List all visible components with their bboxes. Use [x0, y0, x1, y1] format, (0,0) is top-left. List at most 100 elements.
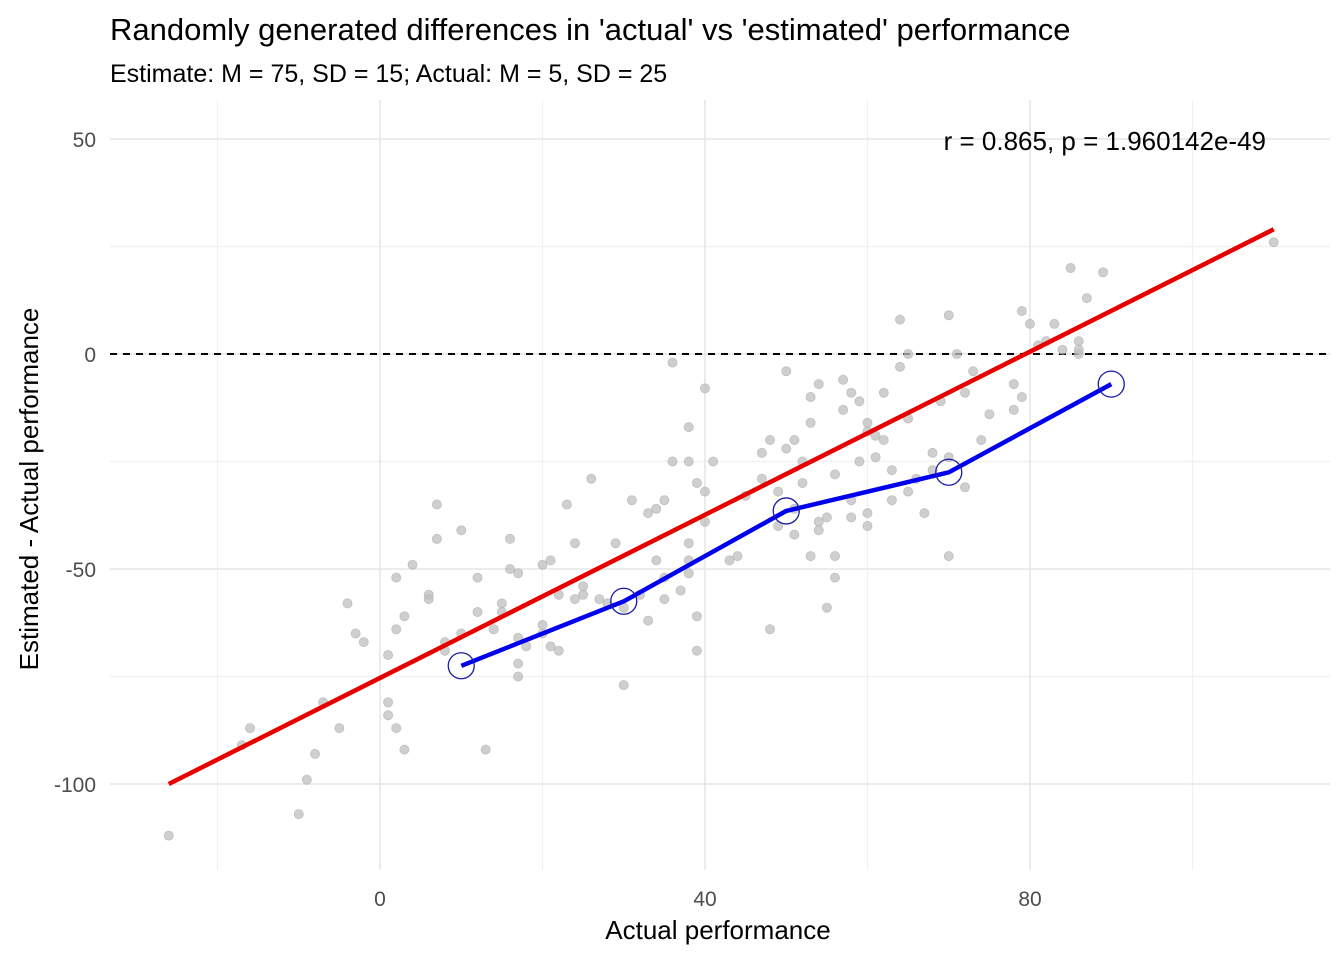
data-point: [431, 499, 442, 510]
data-point: [854, 396, 865, 407]
data-point: [1016, 391, 1027, 402]
data-point: [756, 473, 767, 484]
data-point: [553, 645, 564, 656]
x-tick-label: 40: [693, 888, 716, 911]
data-point: [765, 434, 776, 445]
data-point: [423, 594, 434, 605]
binned-mean-marker: [610, 587, 638, 615]
data-point: [570, 594, 581, 605]
data-point: [895, 361, 906, 372]
data-point: [805, 417, 816, 428]
data-point: [789, 434, 800, 445]
data-point: [496, 598, 507, 609]
data-point: [789, 529, 800, 540]
data-point: [293, 809, 304, 820]
data-point: [830, 572, 841, 583]
data-point: [886, 465, 897, 476]
regression-line-layer: [167, 227, 1275, 787]
tick-labels: 0 40 80 50 0 -50 -100: [54, 129, 1042, 911]
data-point: [724, 555, 735, 566]
data-point: [1049, 318, 1060, 329]
grid-layer: [110, 100, 1330, 870]
data-point: [960, 387, 971, 398]
regression-line: [167, 227, 1275, 787]
data-point: [813, 379, 824, 390]
data-point: [350, 628, 361, 639]
data-point: [334, 723, 345, 734]
data-point: [903, 348, 914, 359]
x-axis-title: Actual performance: [605, 915, 830, 945]
correlation-annotation: r = 0.865, p = 1.960142e-49: [944, 126, 1266, 156]
data-point: [545, 555, 556, 566]
y-tick-label: -50: [66, 559, 96, 582]
data-point: [700, 486, 711, 497]
data-point: [765, 624, 776, 635]
data-point: [391, 624, 402, 635]
data-point: [976, 434, 987, 445]
data-point: [683, 568, 694, 579]
data-point: [846, 512, 857, 523]
binned-mean-marker: [1097, 370, 1125, 398]
data-point: [594, 594, 605, 605]
data-point: [383, 710, 394, 721]
data-point: [862, 521, 873, 532]
data-point: [586, 473, 597, 484]
data-point: [984, 409, 995, 420]
data-point: [537, 559, 548, 570]
data-point: [163, 830, 174, 841]
data-point: [927, 447, 938, 458]
data-point: [968, 366, 979, 377]
data-point: [813, 525, 824, 536]
data-point: [659, 495, 670, 506]
data-point: [781, 443, 792, 454]
data-point: [472, 607, 483, 618]
chart-subtitle: Estimate: M = 75, SD = 15; Actual: M = 5…: [110, 60, 668, 88]
data-point: [244, 723, 255, 734]
data-point: [391, 723, 402, 734]
data-point: [870, 452, 881, 463]
data-point: [618, 680, 629, 691]
data-point: [862, 508, 873, 519]
data-point: [472, 572, 483, 583]
data-point: [578, 581, 589, 592]
data-point: [691, 611, 702, 622]
data-points: [163, 237, 1279, 841]
data-point: [480, 744, 491, 755]
data-point: [1008, 404, 1019, 415]
chart-title: Randomly generated differences in 'actua…: [110, 12, 1071, 47]
data-point: [342, 598, 353, 609]
data-point: [513, 658, 524, 669]
y-tick-label: -100: [54, 774, 96, 797]
data-point: [391, 572, 402, 583]
data-point: [651, 555, 662, 566]
data-point: [667, 456, 678, 467]
data-point: [1073, 336, 1084, 347]
data-point: [732, 551, 743, 562]
binned-mean-marker: [935, 458, 963, 486]
data-point: [756, 447, 767, 458]
data-point: [683, 538, 694, 549]
data-point: [903, 486, 914, 497]
data-point: [431, 533, 442, 544]
data-point: [878, 387, 889, 398]
data-point: [773, 486, 784, 497]
data-point: [830, 469, 841, 480]
data-point: [895, 314, 906, 325]
data-point: [626, 495, 637, 506]
y-tick-label: 50: [73, 129, 96, 152]
y-tick-label: 0: [84, 344, 96, 367]
data-point: [504, 533, 515, 544]
binned-mean-line: [460, 382, 1113, 668]
x-tick-label: 80: [1018, 888, 1041, 911]
data-point: [610, 538, 621, 549]
data-point: [878, 434, 889, 445]
data-point: [456, 525, 467, 536]
data-point: [854, 456, 865, 467]
data-point: [570, 538, 581, 549]
x-tick-label: 0: [374, 888, 386, 911]
data-point: [830, 551, 841, 562]
data-point: [960, 482, 971, 493]
data-point: [1008, 379, 1019, 390]
data-point: [691, 645, 702, 656]
